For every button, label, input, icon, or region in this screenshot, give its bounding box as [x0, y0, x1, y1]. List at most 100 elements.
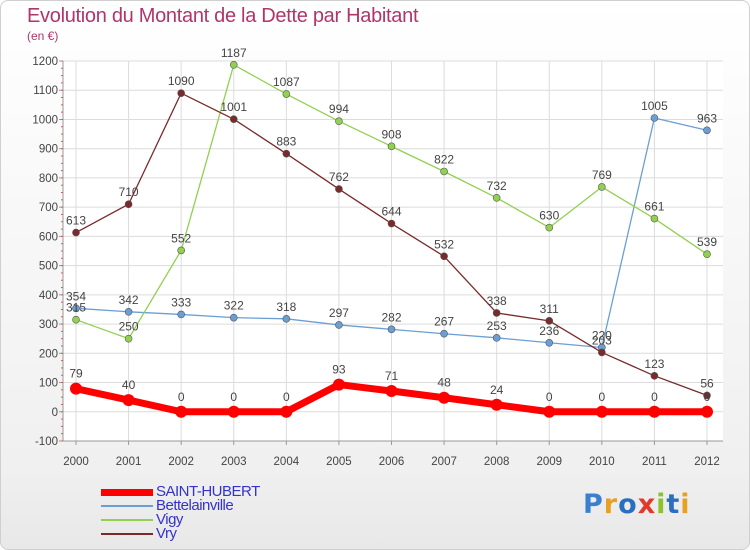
- data-label-bettelainville: 253: [487, 319, 507, 333]
- data-point-vry: [545, 317, 554, 325]
- data-label-bettelainville: 333: [171, 295, 191, 309]
- y-axis: -100 0 100 200 300 400 500 600 700 800 900 1000 1100…: [32, 56, 63, 448]
- data-point-vigy: [703, 250, 711, 259]
- legend-swatch: [101, 488, 153, 496]
- legend-item: Vry: [101, 525, 321, 542]
- data-point-saint-hubert: [70, 382, 82, 395]
- x-tick-label: 2000: [63, 456, 89, 468]
- data-label-vigy: 630: [539, 209, 559, 223]
- data-point-vigy: [177, 246, 185, 255]
- y-tick-label: 700: [39, 202, 58, 214]
- legend-swatch: [101, 519, 153, 521]
- data-point-vigy: [545, 223, 554, 232]
- data-label-vry: 123: [644, 357, 664, 371]
- data-label-vry: 1001: [220, 100, 247, 114]
- data-label-vigy: 908: [381, 127, 401, 141]
- data-point-bettelainville: [124, 307, 133, 316]
- data-point-bettelainville: [440, 329, 448, 338]
- data-point-vigy: [282, 90, 291, 98]
- data-label-saint-hubert: 0: [178, 390, 185, 404]
- data-point-vigy: [650, 214, 659, 223]
- data-label-saint-hubert: 0: [230, 390, 237, 404]
- y-tick-label: 200: [39, 348, 58, 360]
- data-point-saint-hubert: [122, 394, 135, 407]
- x-tick-label: 2003: [221, 456, 247, 468]
- data-point-vry: [387, 219, 396, 228]
- x-tick-label: 2005: [326, 456, 352, 468]
- logo-letter: x: [637, 489, 657, 520]
- legend-swatch: [101, 533, 153, 535]
- data-point-vry: [177, 89, 185, 97]
- data-point-saint-hubert: [595, 405, 608, 418]
- data-label-saint-hubert: 24: [490, 383, 504, 397]
- legend-label: Bettelainville: [156, 497, 234, 514]
- data-label-saint-hubert: 0: [546, 390, 553, 404]
- y-tick-label: 100: [39, 378, 58, 390]
- data-point-vigy: [335, 117, 343, 126]
- data-point-bettelainville: [650, 114, 659, 122]
- data-label-vigy: 1087: [273, 75, 300, 89]
- data-label-saint-hubert: 93: [332, 363, 346, 377]
- y-tick-label: 1200: [32, 56, 58, 68]
- y-tick-label: 1100: [33, 85, 58, 97]
- data-point-vry: [598, 348, 606, 357]
- data-label-vigy: 661: [644, 200, 664, 214]
- data-label-saint-hubert: 40: [122, 378, 136, 392]
- data-label-vigy: 994: [329, 102, 349, 116]
- data-point-vry: [335, 185, 343, 193]
- data-label-vry: 710: [119, 185, 139, 199]
- data-point-saint-hubert: [175, 405, 188, 418]
- data-label-vigy: 315: [66, 301, 86, 315]
- x-tick-label: 2012: [694, 456, 720, 468]
- data-point-vry: [492, 309, 501, 317]
- data-label-saint-hubert: 0: [704, 390, 711, 404]
- data-point-bettelainville: [387, 325, 396, 334]
- data-label-vry: 203: [592, 333, 612, 347]
- y-tick-label: 500: [39, 261, 58, 273]
- legend: SAINT-HUBERT Bettelainville Vigy Vry: [101, 483, 301, 542]
- x-tick-label: 2007: [431, 456, 457, 468]
- data-point-saint-hubert: [648, 405, 661, 418]
- data-point-vry: [124, 200, 133, 209]
- legend-item: Bettelainville: [101, 497, 321, 514]
- logo-letter: o: [618, 489, 638, 520]
- data-label-bettelainville: 318: [276, 300, 296, 314]
- data-label-vigy: 1187: [221, 46, 247, 60]
- data-point-saint-hubert: [227, 405, 240, 418]
- data-point-bettelainville: [492, 334, 501, 342]
- data-label-vry: 613: [66, 214, 86, 228]
- data-point-vry: [650, 372, 659, 380]
- data-point-vry: [72, 228, 80, 237]
- data-label-vigy: 539: [697, 235, 717, 249]
- data-label-vry: 1090: [168, 74, 195, 88]
- data-label-bettelainville: 282: [381, 310, 401, 324]
- chart-title: Evolution du Montant de la Dette par Hab…: [27, 5, 419, 27]
- data-label-vry: 56: [700, 376, 714, 390]
- logo-letter: P: [583, 489, 604, 520]
- data-point-vigy: [440, 167, 448, 176]
- x-tick-label: 2010: [589, 456, 615, 468]
- x-tick-label: 2006: [379, 456, 405, 468]
- y-tick-label: 300: [39, 319, 58, 331]
- data-label-bettelainville: 354: [66, 289, 86, 303]
- data-point-vigy: [492, 194, 501, 202]
- data-point-saint-hubert: [385, 385, 398, 398]
- data-point-vigy: [387, 142, 396, 151]
- data-point-vry: [703, 391, 711, 400]
- data-label-bettelainville: 342: [119, 293, 139, 307]
- legend-item: SAINT-HUBERT: [101, 483, 321, 500]
- data-point-bettelainville: [229, 313, 238, 322]
- proxiti-logo: Proxiti: [583, 489, 691, 520]
- data-point-bettelainville: [72, 304, 80, 313]
- data-label-vry: 883: [276, 135, 296, 149]
- data-point-saint-hubert: [543, 405, 556, 418]
- data-point-vigy: [598, 183, 606, 191]
- legend-item: Vigy: [101, 511, 321, 528]
- x-tick-label: 2001: [116, 456, 142, 468]
- y-tick-label: 400: [39, 290, 58, 302]
- logo-letter: i: [656, 489, 667, 520]
- data-label-bettelainville: 322: [224, 299, 244, 313]
- data-label-vry: 532: [434, 237, 454, 251]
